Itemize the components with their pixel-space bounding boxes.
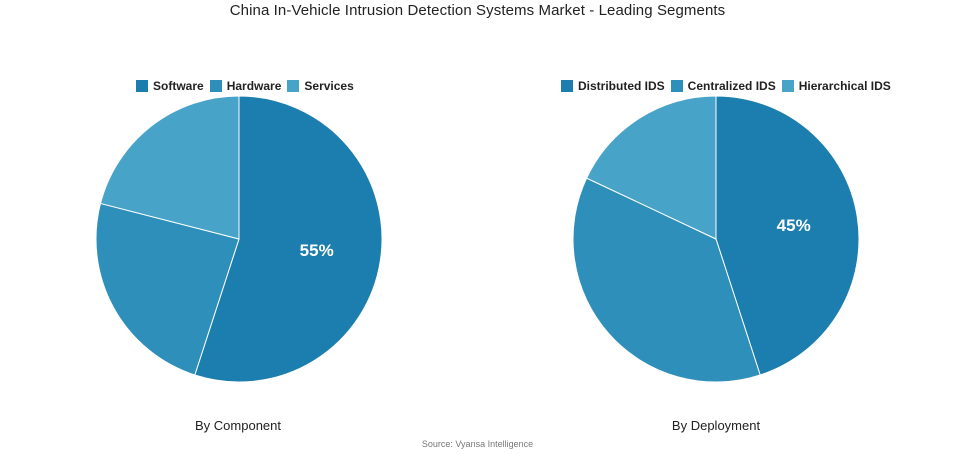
legend-swatch-hierarchical-ids — [781, 80, 794, 92]
pie-slice-hierarchical-ids — [585, 95, 717, 240]
legend-item-services: Services — [287, 79, 354, 93]
legend-item-distributed-ids: Distributed IDS — [561, 79, 665, 93]
source-note: Source: Vyansa Intelligence — [421, 439, 534, 449]
caption-deployment: By Deployment — [671, 418, 761, 433]
pie-slice-software — [194, 95, 383, 383]
data-label-software: 55% — [300, 241, 334, 260]
legend-swatch-distributed-ids — [561, 80, 573, 92]
legend-swatch-hardware — [209, 80, 222, 92]
legend-swatch-software — [136, 80, 148, 92]
legend-component: Software Hardware Services — [136, 79, 354, 93]
legend-item-software: Software — [136, 79, 204, 93]
pie-slice-services — [99, 95, 240, 240]
legend-label-software: Software — [153, 79, 204, 93]
caption-component: By Component — [195, 418, 281, 433]
legend-label-hierarchical-ids: Hierarchical IDS — [798, 79, 891, 93]
legend-swatch-services — [287, 80, 300, 92]
legend-label-hardware: Hardware — [226, 79, 282, 93]
pie-slice-distributed-ids — [715, 95, 860, 376]
legend-label-centralized-ids: Centralized IDS — [687, 79, 776, 93]
data-label-distributed-ids: 45% — [777, 216, 811, 235]
pie-slice-centralized-ids — [572, 177, 761, 383]
legend-label-services: Services — [304, 79, 354, 93]
legend-swatch-centralized-ids — [670, 80, 683, 92]
pie-slice-hardware — [95, 202, 240, 376]
legend-item-hierarchical-ids: Hierarchical IDS — [781, 79, 891, 93]
legend-item-centralized-ids: Centralized IDS — [670, 79, 776, 93]
chart-title: China In-Vehicle Intrusion Detection Sys… — [229, 2, 726, 19]
legend-label-distributed-ids: Distributed IDS — [578, 79, 665, 93]
legend-item-hardware: Hardware — [209, 79, 282, 93]
legend-deployment: Distributed IDS Centralized IDS Hierarch… — [561, 79, 891, 93]
